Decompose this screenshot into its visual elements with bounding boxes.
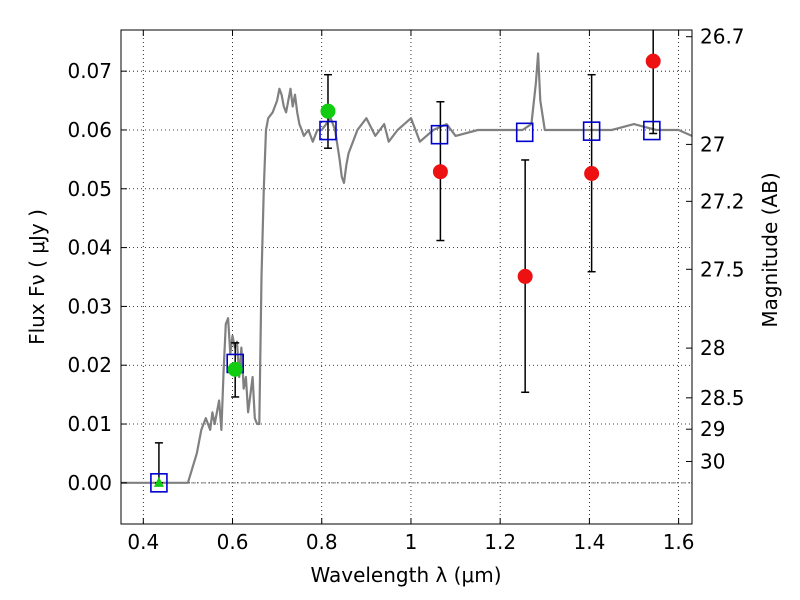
x-tick-label: 0.6 — [217, 530, 249, 554]
plot-area — [121, 30, 692, 493]
model-spectrum-line — [121, 52, 692, 484]
observed-flux-triangle — [153, 476, 164, 487]
model-photometry-square — [582, 121, 601, 141]
x-tick-label: 1 — [405, 530, 418, 554]
magnitude-tick-label: 27.5 — [700, 257, 745, 281]
y-tick-label: 0.05 — [67, 177, 112, 201]
observed-flux-point — [584, 165, 600, 181]
observed-flux-point — [227, 361, 243, 377]
x-axis-ticks: 0.4 0.6 0.8 1 1.2 1.4 1.6 — [127, 30, 695, 554]
x-tick-label: 1.2 — [484, 530, 516, 554]
magnitude-tick-label: 26.7 — [700, 25, 745, 49]
model-photometry-square — [150, 473, 168, 493]
marker-layer — [150, 53, 661, 493]
grid-layer — [121, 30, 692, 524]
x-tick-label: 1.4 — [573, 530, 605, 554]
y-tick-label: 0.07 — [67, 59, 112, 83]
magnitude-tick-label: 30 — [700, 449, 725, 473]
y-tick-label: 0.06 — [67, 118, 112, 142]
y-tick-label: 0.00 — [67, 471, 112, 495]
y-tick-label: 0.01 — [67, 412, 112, 436]
observed-flux-point — [320, 103, 336, 119]
x-tick-label: 1.6 — [663, 530, 695, 554]
model-photometry-square — [515, 122, 534, 143]
magnitude-tick-label: 28 — [700, 336, 725, 360]
magnitude-tick-label: 28.5 — [700, 386, 745, 410]
magnitude-axis-ticks: 26.7 27 27.2 27.5 28 28.5 29 30 — [686, 25, 745, 473]
magnitude-axis-label: Magnitude (AB) — [758, 172, 782, 327]
spectrum-layer — [121, 52, 692, 484]
y-tick-label: 0.03 — [67, 294, 112, 318]
plot-frame — [120, 29, 693, 525]
magnitude-tick-label: 29 — [700, 417, 725, 441]
x-axis-label: Wavelength λ (μm) — [310, 563, 501, 587]
y-tick-label: 0.02 — [67, 353, 112, 377]
magnitude-tick-label: 27 — [700, 132, 725, 156]
observed-flux-point — [645, 53, 661, 69]
observed-flux-point — [517, 268, 533, 284]
y-axis-ticks: 0.00 0.01 0.02 0.03 0.04 0.05 0.06 0.07 — [67, 59, 127, 495]
model-photometry-square — [643, 120, 661, 141]
y-tick-label: 0.04 — [67, 236, 112, 260]
x-tick-label: 0.8 — [306, 530, 338, 554]
x-tick-label: 0.4 — [127, 530, 159, 554]
model-photometry-square — [319, 120, 337, 141]
observed-flux-point — [432, 164, 448, 180]
y-axis-label: Flux Fν ( μJy ) — [25, 209, 49, 345]
model-photometry-square — [430, 124, 449, 145]
errorbar-layer — [154, 30, 658, 484]
magnitude-tick-label: 27.2 — [700, 189, 745, 213]
